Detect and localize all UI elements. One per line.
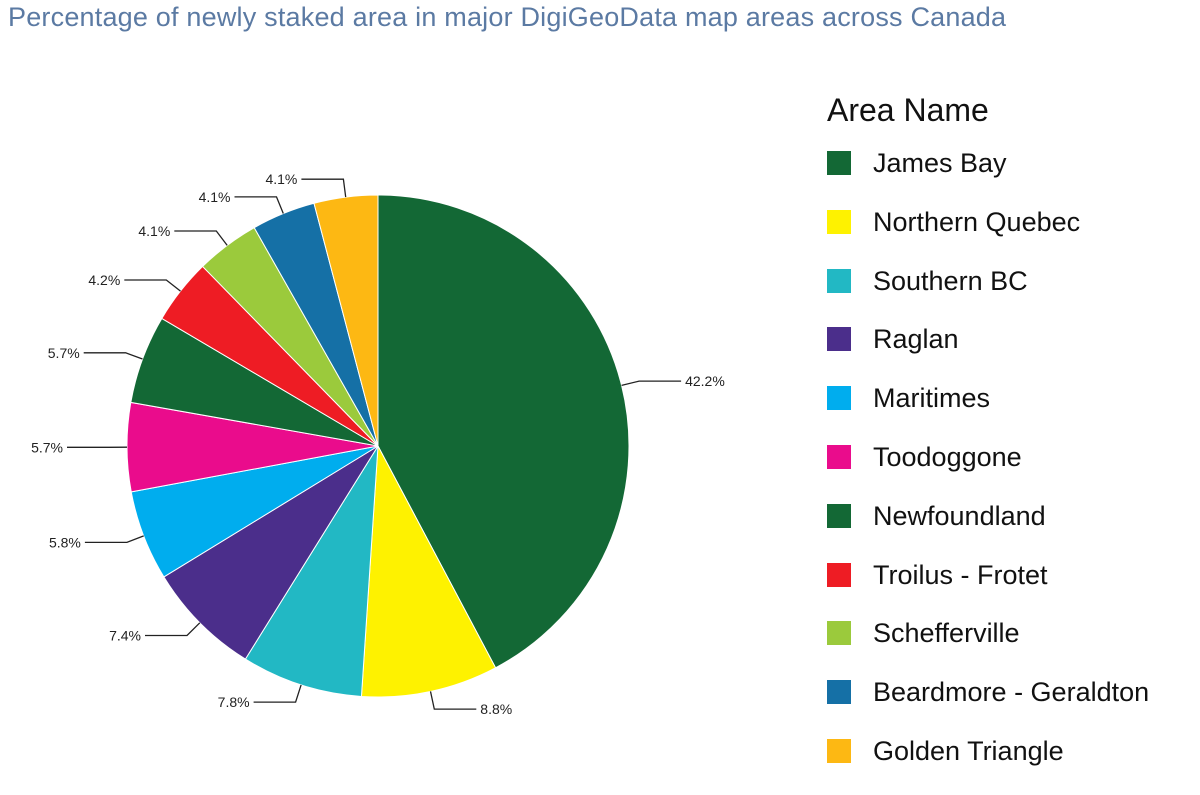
legend-item-raglan: Raglan [827, 324, 1197, 383]
leader-line-maritimes [85, 536, 144, 543]
data-label-golden-triangle: 4.1% [265, 171, 297, 187]
legend-swatch [827, 621, 851, 645]
legend-swatch [827, 563, 851, 587]
legend-item-newfoundland: Newfoundland [827, 501, 1197, 560]
leader-line-raglan [145, 623, 200, 636]
legend-item-maritimes: Maritimes [827, 383, 1197, 442]
data-label-southern-bc: 7.8% [218, 694, 250, 710]
data-label-james-bay: 42.2% [685, 373, 725, 389]
leader-line-southern-bc [254, 685, 302, 702]
leader-line-james-bay [622, 381, 682, 385]
legend-label: Raglan [873, 324, 959, 354]
leader-line-schefferville [174, 231, 227, 245]
legend-label: Southern BC [873, 266, 1028, 296]
legend-swatch [827, 151, 851, 175]
data-label-schefferville: 4.1% [138, 223, 170, 239]
leader-line-newfoundland [84, 353, 143, 359]
legend-swatch [827, 327, 851, 351]
leader-line-golden-triangle [301, 179, 345, 197]
legend-item-golden-triangle: Golden Triangle [827, 736, 1197, 795]
legend-item-james-bay: James Bay [827, 148, 1197, 207]
legend-item-northern-quebec: Northern Quebec [827, 207, 1197, 266]
pie-chart: 42.2% 8.8% 7.8% 7.4% 5.8% 5.7% 5.7% 4.2% 4.1% 4.1… [0, 0, 800, 779]
data-label-beardmore-geraldton: 4.1% [199, 189, 231, 205]
legend: Area Name James Bay Northern Quebec Southe… [827, 90, 1197, 795]
data-label-maritimes: 5.8% [49, 534, 81, 550]
legend-item-troilus-frotet: Troilus - Frotet [827, 560, 1197, 619]
legend-title: Area Name [827, 90, 1197, 130]
leader-line-northern-quebec [431, 691, 477, 709]
legend-label: Troilus - Frotet [873, 560, 1048, 590]
legend-label: Northern Quebec [873, 207, 1080, 237]
leader-line-beardmore-geraldton [235, 197, 284, 214]
legend-swatch [827, 739, 851, 763]
data-label-troilus-frotet: 4.2% [88, 272, 120, 288]
legend-item-schefferville: Schefferville [827, 618, 1197, 677]
legend-label: Schefferville [873, 618, 1020, 648]
leader-line-troilus-frotet [124, 280, 180, 291]
legend-swatch [827, 210, 851, 234]
legend-item-southern-bc: Southern BC [827, 266, 1197, 325]
legend-swatch [827, 680, 851, 704]
legend-item-toodoggone: Toodoggone [827, 442, 1197, 501]
legend-label: Newfoundland [873, 501, 1046, 531]
legend-swatch [827, 504, 851, 528]
legend-item-beardmore-geraldton: Beardmore - Geraldton [827, 677, 1197, 736]
legend-label: Golden Triangle [873, 736, 1064, 766]
legend-label: Maritimes [873, 383, 990, 413]
legend-swatch [827, 445, 851, 469]
legend-swatch [827, 269, 851, 293]
data-label-raglan: 7.4% [109, 628, 141, 644]
data-label-newfoundland: 5.7% [48, 345, 80, 361]
legend-label: Beardmore - Geraldton [873, 677, 1149, 707]
data-label-northern-quebec: 8.8% [480, 701, 512, 717]
legend-label: Toodoggone [873, 442, 1022, 472]
legend-swatch [827, 386, 851, 410]
legend-label: James Bay [873, 148, 1007, 178]
data-label-toodoggone: 5.7% [31, 439, 63, 455]
